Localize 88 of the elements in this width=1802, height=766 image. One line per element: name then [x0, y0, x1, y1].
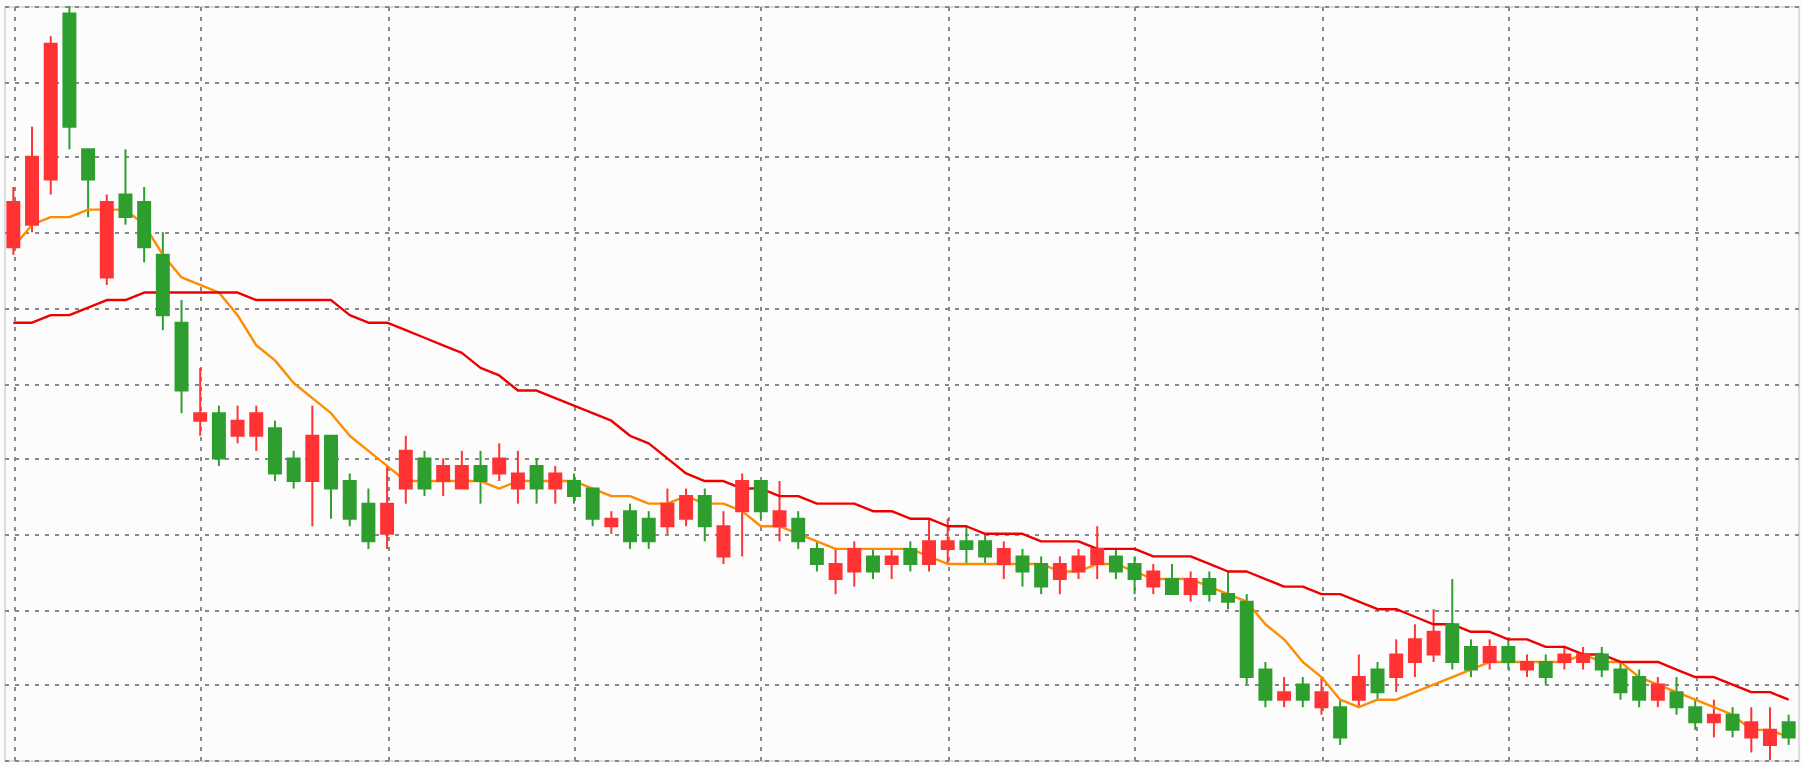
- candlestick: [1576, 645, 1591, 671]
- candlestick: [1594, 645, 1609, 679]
- candlestick: [6, 185, 21, 256]
- candlestick: [380, 464, 395, 550]
- candlestick: [660, 487, 675, 535]
- candlestick: [1445, 578, 1460, 671]
- candlestick: [978, 532, 993, 565]
- candlestick: [398, 434, 413, 505]
- candlestick: [510, 449, 525, 505]
- candlestick: [1389, 638, 1404, 694]
- candlestick: [81, 148, 96, 219]
- candlestick: [1407, 623, 1422, 679]
- candlestick: [118, 148, 133, 226]
- candlestick: [1725, 706, 1740, 739]
- candlestick: [1669, 676, 1684, 716]
- candlestick: [137, 185, 152, 264]
- candlestick: [1052, 555, 1067, 596]
- candlestick: [623, 502, 638, 550]
- candlestick: [679, 487, 694, 528]
- candlestick: [1762, 706, 1777, 761]
- candlestick: [1501, 638, 1516, 671]
- candlestick: [1706, 698, 1721, 739]
- candlestick: [566, 472, 581, 505]
- candlestick: [884, 547, 899, 581]
- candlestick: [193, 366, 208, 437]
- candlestick: [1015, 547, 1030, 588]
- candlestick: [1183, 570, 1198, 603]
- candlestick: [735, 472, 750, 558]
- candlestick: [249, 404, 264, 452]
- candlestick: [492, 442, 507, 483]
- candlestick: [1108, 547, 1123, 581]
- candlestick: [1613, 660, 1628, 701]
- candlestick: [211, 404, 226, 467]
- candlestick: [1202, 570, 1217, 603]
- candlestick: [1688, 698, 1703, 731]
- candlestick: [230, 404, 245, 445]
- candlestick: [1650, 676, 1665, 709]
- candlestick: [959, 525, 974, 565]
- candlestick: [1146, 562, 1161, 596]
- candlestick: [996, 540, 1011, 581]
- candlestick: [267, 419, 282, 483]
- candlestick: [772, 480, 787, 543]
- candlestick: [529, 457, 544, 505]
- candlestick: [641, 510, 656, 550]
- candlestick: [697, 487, 712, 543]
- candlestick: [417, 449, 432, 498]
- candlestick: [1277, 676, 1292, 709]
- candlestick: [1370, 660, 1385, 701]
- candlestick: [1258, 660, 1273, 709]
- candlestick: [940, 517, 955, 565]
- candlestick: [604, 510, 619, 535]
- candlestick: [1090, 525, 1105, 581]
- candlestick: [828, 547, 843, 596]
- candlestick: [1034, 555, 1049, 596]
- candlestick: [305, 404, 320, 528]
- candlestick: [1520, 653, 1535, 679]
- candlestick: [1221, 570, 1236, 611]
- candlestick: [436, 457, 451, 498]
- candlestick: [922, 517, 937, 573]
- candlestick: [1426, 608, 1441, 663]
- candlestick: [1314, 676, 1329, 716]
- candlestick: [342, 472, 357, 528]
- candlestick: [585, 487, 600, 528]
- candlestick: [1333, 698, 1348, 746]
- candlestick: [865, 547, 880, 581]
- candlestick: [1632, 668, 1647, 709]
- candlestick: [903, 540, 918, 573]
- candlestick: [1463, 638, 1478, 679]
- candlestick: [847, 540, 862, 588]
- candlestick: [1127, 555, 1142, 596]
- candlestick: [791, 510, 806, 550]
- candlestick: [1351, 653, 1366, 709]
- candlestick: [548, 464, 563, 505]
- candlestick: [1538, 653, 1553, 686]
- candlestick: [1781, 713, 1796, 746]
- candlestick: [1482, 638, 1497, 671]
- candlestick: [361, 487, 376, 550]
- candlestick: [753, 480, 768, 520]
- candlestick: [286, 449, 301, 490]
- candlestick: [809, 540, 824, 573]
- candlestick: [1557, 645, 1572, 671]
- candlestick: [1295, 676, 1310, 709]
- candlestick: [1164, 562, 1179, 596]
- candlestick: [473, 449, 488, 505]
- candlestick: [1744, 706, 1759, 754]
- candlestick: [454, 449, 469, 490]
- candlestick: [716, 510, 731, 565]
- candlestick: [1071, 547, 1086, 581]
